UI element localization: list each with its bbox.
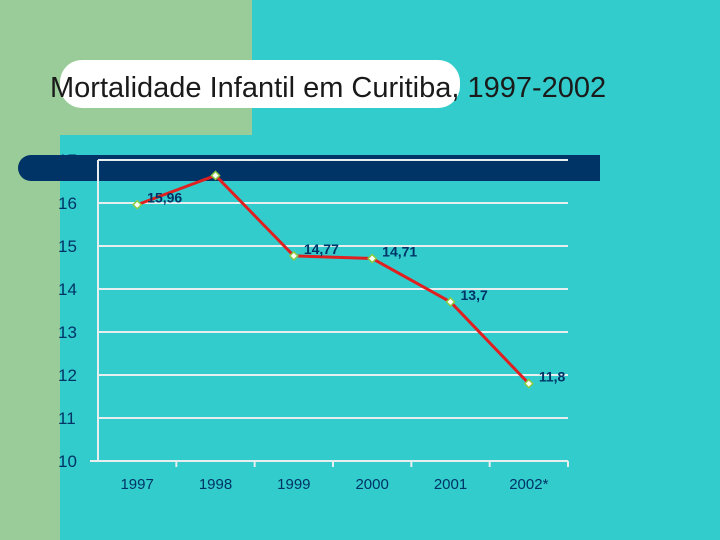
x-tick-label: 2001 (434, 476, 467, 493)
y-tick-label: 17 (58, 151, 77, 170)
data-point-marker (445, 296, 456, 307)
title-box (60, 60, 460, 108)
x-tick-label: 1999 (277, 476, 310, 493)
x-tick-label: 1997 (120, 476, 153, 493)
data-point-marker (523, 378, 534, 389)
y-tick-label: 15 (58, 237, 77, 256)
y-tick-label: 14 (58, 280, 77, 299)
data-point-marker (132, 199, 143, 210)
y-tick-label: 11 (58, 409, 76, 428)
data-point-marker (210, 170, 221, 181)
x-tick-label: 1998 (199, 476, 232, 493)
y-tick-label: 13 (58, 323, 77, 342)
data-point-marker (367, 253, 378, 264)
y-tick-label: 12 (58, 366, 77, 385)
data-label: 14,71 (382, 243, 417, 259)
data-label: 13,7 (461, 287, 488, 303)
data-label: 15,96 (147, 190, 182, 206)
x-tick-label: 2000 (355, 476, 388, 493)
series-line (136, 173, 530, 385)
y-tick-label: 10 (58, 452, 77, 471)
y-tick-label: 16 (58, 194, 77, 213)
data-label: 16,64 (226, 160, 261, 176)
x-tick-label: 2002* (509, 476, 548, 493)
data-label: 11,8 (539, 369, 566, 385)
slide-title: Mortalidade Infantil em Curitiba, 1997-2… (50, 72, 607, 104)
data-label: 14,77 (304, 241, 339, 257)
left-side-panel (0, 0, 60, 540)
data-point-marker (288, 250, 299, 261)
